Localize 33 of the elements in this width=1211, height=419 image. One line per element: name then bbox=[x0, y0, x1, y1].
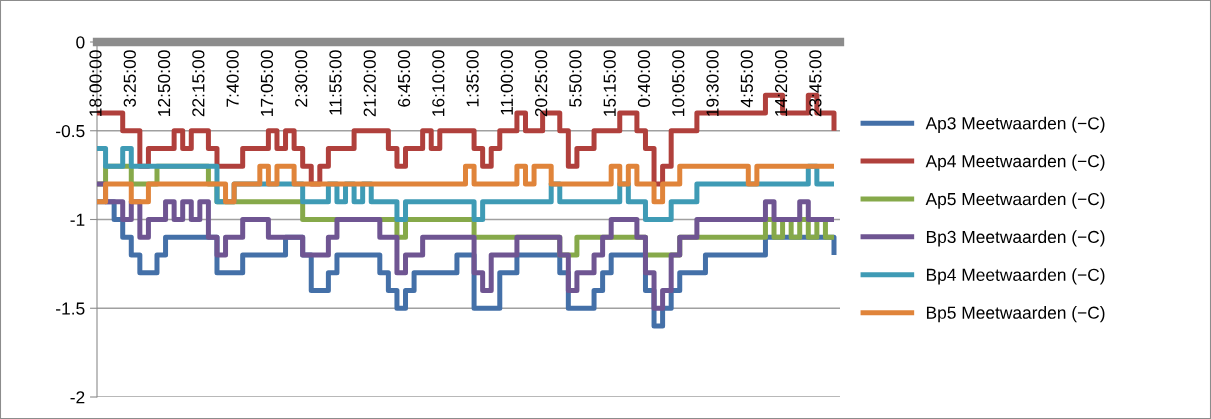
legend-label: Bp4 Meetwaarden (−C) bbox=[926, 268, 1105, 285]
x-tick-label: 4:55:00 bbox=[740, 50, 753, 108]
x-tick-label: 11:00:00 bbox=[500, 50, 514, 115]
y-tick-label: 0 bbox=[76, 36, 85, 49]
legend-label: Bp3 Meetwaarden (−C) bbox=[926, 230, 1105, 247]
y-tick-label: -1 bbox=[70, 213, 85, 226]
legend-label: Ap4 Meetwaarden (−C) bbox=[925, 154, 1105, 171]
x-tick-label: 6:45:00 bbox=[397, 50, 411, 107]
x-tick-label: 0:40:00 bbox=[637, 50, 651, 107]
x-tick-label: 11:55:00 bbox=[329, 50, 342, 115]
x-tick-label: 12:50:00 bbox=[157, 50, 171, 116]
x-tick-label: 1:35:00 bbox=[466, 50, 479, 107]
x-tick-label: 7:40:00 bbox=[226, 50, 239, 107]
x-tick-label: 5:50:00 bbox=[569, 50, 582, 107]
y-tick-label: -0.5 bbox=[56, 124, 85, 138]
legend-label: Ap3 Meetwaarden (−C) bbox=[925, 116, 1105, 133]
x-tick-label: 20:25:00 bbox=[535, 50, 548, 117]
x-tick-label: 10:05:00 bbox=[672, 50, 685, 116]
x-tick-label: 14:20:00 bbox=[774, 50, 788, 116]
x-tick-label: 18:00:00 bbox=[89, 50, 102, 116]
x-tick-label: 21:20:00 bbox=[363, 50, 376, 117]
x-tick-label: 16:10:00 bbox=[432, 50, 445, 116]
x-tick-label: 22:15:00 bbox=[192, 50, 205, 117]
x-tick-label: 23:45:00 bbox=[809, 50, 822, 117]
x-tick-label: 2:30:00 bbox=[295, 50, 308, 107]
legend-label: Ap5 Meetwaarden (−C) bbox=[925, 192, 1105, 209]
x-tick-label: 3:25:00 bbox=[123, 50, 136, 107]
x-tick-label: 17:05:00 bbox=[260, 50, 274, 116]
legend-label: Bp5 Meetwaarden (−C) bbox=[926, 306, 1105, 323]
x-tick-label: 19:30:00 bbox=[706, 50, 719, 116]
y-tick-label: -2 bbox=[70, 391, 85, 404]
x-tick-label: 15:15:00 bbox=[603, 50, 616, 116]
y-tick-label: -1.5 bbox=[56, 302, 85, 315]
